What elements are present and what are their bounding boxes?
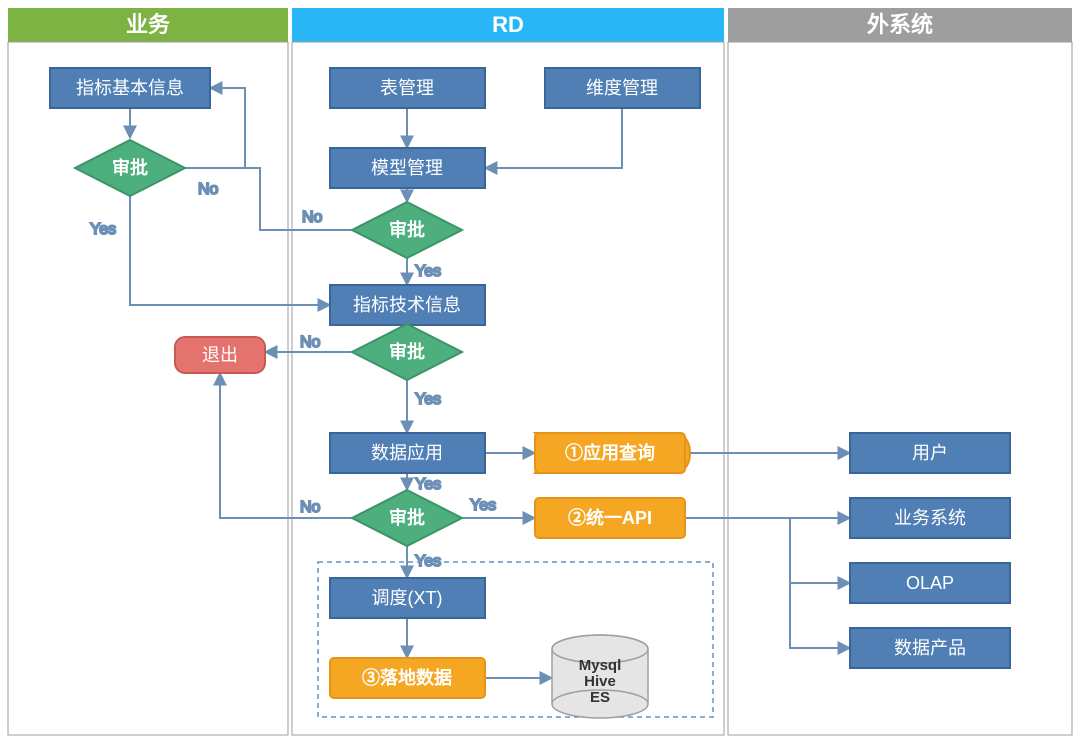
node-db: Mysql Hive ES: [552, 635, 648, 718]
db-line2: Hive: [584, 673, 616, 690]
node-data-app: 数据应用: [330, 433, 485, 473]
node-unified-api: ②统一API: [535, 498, 685, 538]
label-yes2: Yes: [415, 263, 441, 280]
label-no2: No: [302, 209, 323, 226]
app-query-label: ①应用查询: [565, 442, 655, 463]
model-mgmt-label: 模型管理: [371, 158, 443, 178]
user-label: 用户: [912, 443, 948, 463]
approve4-label: 审批: [389, 507, 425, 528]
node-tech-info: 指标技术信息: [330, 285, 485, 325]
header-rd-label: RD: [492, 12, 524, 37]
node-app-query: ①应用查询: [535, 433, 690, 473]
node-approve4: 审批: [352, 490, 462, 546]
node-approve2: 审批: [352, 202, 462, 258]
label-yes1: Yes: [90, 221, 116, 238]
approve1-label: 审批: [112, 157, 148, 178]
flowchart-canvas: 业务 RD 外系统 Yes No Yes No: [0, 0, 1080, 743]
data-app-label: 数据应用: [371, 443, 443, 463]
node-olap: OLAP: [850, 563, 1010, 603]
data-product-label: 数据产品: [894, 638, 966, 658]
db-line3: ES: [590, 689, 610, 706]
approve2-label: 审批: [389, 219, 425, 240]
label-yes4b: Yes: [470, 497, 496, 514]
header-ext-label: 外系统: [867, 12, 933, 37]
column-ext: 外系统: [728, 8, 1072, 735]
node-exit: 退出: [175, 337, 265, 373]
basic-info-label: 指标基本信息: [76, 78, 184, 98]
node-landing-data: ③落地数据: [330, 658, 485, 698]
node-biz-sys: 业务系统: [850, 498, 1010, 538]
label-yes4pre: Yes: [415, 476, 441, 493]
scheduling-label: 调度(XT): [372, 588, 443, 608]
node-data-product: 数据产品: [850, 628, 1010, 668]
label-no3: No: [300, 334, 321, 351]
db-line1: Mysql: [579, 657, 622, 674]
edge-dim-model: [485, 108, 622, 168]
tech-info-label: 指标技术信息: [353, 295, 461, 315]
table-mgmt-label: 表管理: [380, 78, 434, 98]
dim-mgmt-label: 维度管理: [586, 78, 658, 98]
biz-sys-label: 业务系统: [894, 508, 966, 528]
unified-api-label: ②统一API: [568, 507, 652, 528]
node-dim-mgmt: 维度管理: [545, 68, 700, 108]
node-approve3: 审批: [352, 324, 462, 380]
olap-label: OLAP: [906, 573, 954, 593]
landing-data-label: ③落地数据: [362, 667, 452, 688]
approve3-label: 审批: [389, 341, 425, 362]
node-table-mgmt: 表管理: [330, 68, 485, 108]
node-model-mgmt: 模型管理: [330, 148, 485, 188]
label-yes3: Yes: [415, 391, 441, 408]
column-rd: RD: [292, 8, 724, 735]
node-approve1: 审批: [75, 140, 185, 196]
node-basic-info: 指标基本信息: [50, 68, 210, 108]
edge-approve1-yes: [130, 196, 330, 305]
label-no1: No: [198, 181, 219, 198]
node-scheduling: 调度(XT): [330, 578, 485, 618]
label-no4: No: [300, 499, 321, 516]
exit-label: 退出: [202, 345, 238, 365]
node-user: 用户: [850, 433, 1010, 473]
header-biz-label: 业务: [126, 12, 171, 37]
label-yes4: Yes: [415, 553, 441, 570]
